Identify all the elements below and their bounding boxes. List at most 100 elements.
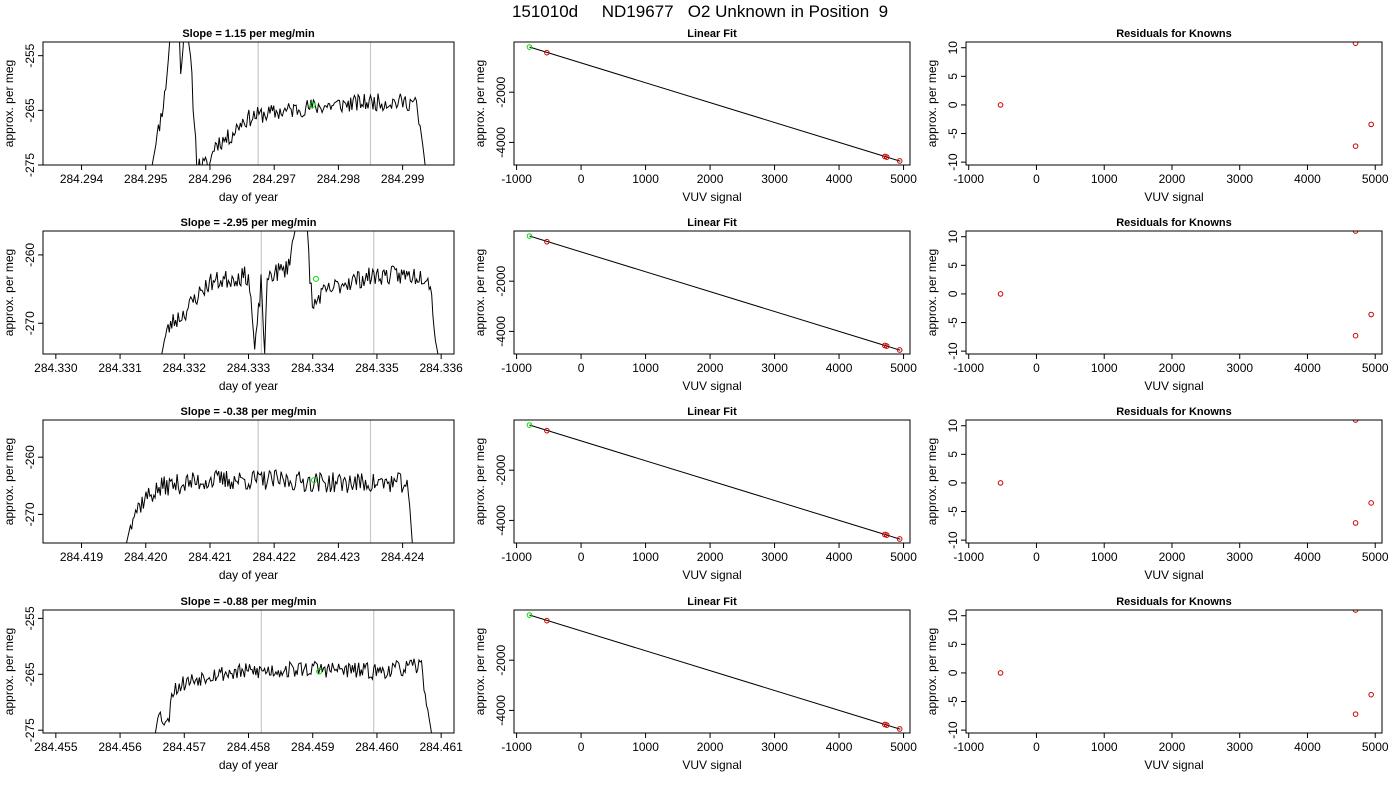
x-tick-label: 5000	[1362, 172, 1389, 186]
known-point	[896, 158, 903, 164]
y-tick-label: -4000	[494, 505, 508, 536]
plot-area	[526, 44, 903, 164]
x-tick-label: 5000	[890, 740, 917, 754]
chart-panel-r2-fit: Linear Fit VUV signal approx. per meg -1000…	[473, 217, 917, 393]
chart-panel-r2-trace: Slope = -2.95 per meg/min day of year appr…	[2, 217, 463, 393]
plot-frame	[42, 609, 455, 734]
chart-panel-r2-resid: Residuals for Knowns VUV signal approx. pe…	[925, 217, 1389, 393]
known-point	[896, 536, 903, 542]
plot-area	[154, 610, 432, 733]
chart-panel-r1-resid: Residuals for Knowns VUV signal approx. pe…	[925, 28, 1389, 204]
x-tick-label: 284.461	[419, 740, 463, 754]
unknown-point	[312, 275, 319, 282]
known-point	[1352, 143, 1359, 149]
chart-panel-r4-fit: Linear Fit VUV signal approx. per meg -1000…	[473, 596, 917, 772]
y-tick-label: -260	[23, 445, 37, 469]
x-tick-label: 284.298	[317, 172, 361, 186]
plot-frame	[965, 41, 1383, 166]
x-tick-label: 2000	[697, 740, 724, 754]
x-tick-label: 4000	[1294, 740, 1321, 754]
y-tick-label: 0	[946, 669, 960, 676]
x-tick-label: 3000	[761, 740, 788, 754]
x-tick-label: 284.336	[419, 361, 463, 375]
x-tick-label: 284.333	[227, 361, 271, 375]
x-tick-label: 3000	[761, 550, 788, 564]
x-tick-label: 284.419	[60, 550, 104, 564]
x-tick-label: 1000	[1091, 361, 1118, 375]
x-tick-label: 4000	[826, 740, 853, 754]
y-axis-label: approx. per meg	[473, 628, 487, 715]
x-tick-label: 284.334	[291, 361, 335, 375]
x-tick-label: 2000	[1159, 550, 1186, 564]
y-axis-label: approx. per meg	[2, 249, 16, 336]
x-axis-label: day of year	[219, 379, 278, 393]
unknown-point	[526, 422, 533, 428]
known-point	[544, 49, 550, 56]
known-point	[997, 670, 1004, 676]
x-tick-label: 5000	[1362, 550, 1389, 564]
x-tick-label: 284.335	[355, 361, 399, 375]
y-axis-label: approx. per meg	[473, 249, 487, 336]
trace-line	[126, 469, 413, 543]
chart-title: Linear Fit	[687, 406, 737, 418]
plot-area	[526, 422, 903, 542]
x-tick-label: 0	[578, 361, 585, 375]
y-tick-label: -2000	[494, 77, 508, 108]
y-tick-label: -5	[946, 506, 960, 517]
known-point	[1368, 691, 1374, 698]
known-point	[1368, 500, 1374, 506]
x-tick-label: -1000	[501, 172, 532, 186]
y-tick-label: -4000	[494, 695, 508, 726]
y-axis-label: approx. per meg	[925, 628, 939, 715]
x-tick-label: 3000	[761, 361, 788, 375]
unknown-point	[526, 44, 533, 50]
y-tick-label: -265	[23, 98, 37, 122]
x-tick-label: 0	[1033, 550, 1040, 564]
x-tick-label: 284.420	[124, 550, 168, 564]
x-tick-label: 284.299	[381, 172, 425, 186]
x-tick-label: -1000	[953, 172, 984, 186]
plot-area	[997, 610, 1374, 717]
known-point	[1352, 711, 1359, 717]
x-tick-label: -1000	[953, 740, 984, 754]
fit-line	[529, 614, 901, 730]
y-tick-label: -2000	[494, 266, 508, 297]
y-tick-label: -275	[23, 718, 37, 742]
x-tick-label: 284.332	[163, 361, 207, 375]
plot-area	[161, 231, 439, 354]
plot-area	[126, 420, 413, 543]
y-tick-label: 10	[946, 230, 960, 244]
y-tick-label: 0	[946, 479, 960, 486]
known-point	[1352, 332, 1359, 339]
x-tick-label: 3000	[1226, 361, 1253, 375]
plot-area	[151, 42, 426, 165]
x-tick-label: 2000	[1159, 740, 1186, 754]
x-tick-label: 1000	[632, 172, 659, 186]
y-tick-label: -5	[946, 696, 960, 707]
chart-panel-r1-fit: Linear Fit VUV signal approx. per meg -1000…	[473, 28, 917, 204]
plot-frame	[513, 419, 911, 544]
x-tick-label: 1000	[632, 550, 659, 564]
x-tick-label: 0	[578, 740, 585, 754]
y-tick-label: 5	[946, 73, 960, 80]
x-tick-label: 284.330	[34, 361, 78, 375]
y-tick-label: -2000	[494, 455, 508, 486]
page-title: 151010d ND19677 O2 Unknown in Position 9	[511, 2, 889, 21]
chart-title: Linear Fit	[687, 28, 737, 40]
chart-panel-r3-fit: Linear Fit VUV signal approx. per meg -1000…	[473, 406, 917, 582]
y-tick-label: -2000	[494, 645, 508, 676]
chart-panel-r3-resid: Residuals for Knowns VUV signal approx. pe…	[925, 406, 1389, 582]
known-point	[1352, 42, 1359, 46]
x-tick-label: 5000	[1362, 361, 1389, 375]
x-tick-label: 5000	[1362, 740, 1389, 754]
x-tick-label: 5000	[890, 172, 917, 186]
unknown-point	[526, 233, 533, 239]
x-axis-label: VUV signal	[682, 568, 741, 582]
x-tick-label: 0	[1033, 172, 1040, 186]
known-point	[1352, 231, 1359, 234]
known-point	[544, 427, 550, 434]
x-tick-label: 4000	[1294, 550, 1321, 564]
x-tick-label: -1000	[953, 550, 984, 564]
unknown-point	[309, 101, 316, 108]
x-tick-label: 3000	[1226, 172, 1253, 186]
